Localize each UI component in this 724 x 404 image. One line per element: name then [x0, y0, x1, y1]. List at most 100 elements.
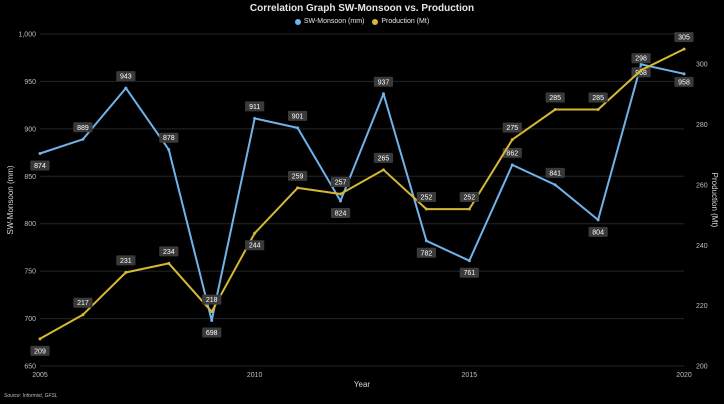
series-1-label-bg-6: [288, 170, 308, 181]
series-1-point-12: [553, 107, 557, 111]
series-0-point-12: [553, 183, 557, 187]
series-0-label-11: 862: [506, 150, 518, 157]
series-1-point-14: [639, 68, 643, 72]
series-0-label-13: 804: [592, 229, 604, 236]
series-0-point-4: [210, 318, 214, 322]
x-axis-title: Year: [354, 380, 371, 389]
series-1-point-8: [381, 168, 385, 172]
series-0-point-6: [296, 126, 300, 130]
series-1-label-11: 275: [506, 125, 518, 132]
series-1-point-1: [81, 313, 85, 317]
series-1-point-6: [296, 186, 300, 190]
series-1-label-bg-13: [588, 92, 608, 103]
y-left-tick-1: 700: [24, 316, 36, 323]
y-left-tick-7: 1,000: [18, 32, 36, 39]
series-0-label-bg-9: [416, 247, 436, 258]
series-1-label-3: 234: [163, 249, 175, 256]
series-1-label-bg-7: [330, 176, 351, 187]
series-0-point-11: [510, 163, 514, 167]
series-1-label-13: 285: [592, 95, 604, 102]
series-0-label-10: 761: [463, 270, 475, 277]
series-1-point-15: [682, 47, 686, 51]
y-left-tick-2: 750: [24, 269, 36, 276]
series-0-point-13: [596, 218, 600, 222]
chart-title: Correlation Graph SW-Monsoon vs. Product…: [249, 3, 475, 14]
series-1-label-bg-10: [459, 192, 479, 203]
series-0-label-15: 958: [678, 79, 690, 86]
x-tick-0: 2005: [32, 372, 48, 379]
series-1-label-2: 231: [120, 258, 132, 265]
y-left-tick-6: 950: [24, 79, 36, 86]
series-0-label-bg-11: [502, 147, 522, 158]
series-1-label-6: 259: [292, 173, 304, 180]
x-tick-3: 2020: [676, 372, 692, 379]
x-tick-2: 2015: [462, 372, 478, 379]
series-1-label-9: 252: [421, 195, 433, 202]
y-left-tick-3: 800: [24, 221, 36, 228]
y-right-tick-0: 200: [696, 364, 708, 371]
series-1-label-bg-14: [631, 53, 651, 64]
series-1-point-7: [339, 192, 343, 196]
series-0-label-4: 698: [206, 330, 218, 337]
series-1-point-13: [596, 107, 600, 111]
y-right-tick-4: 280: [696, 122, 708, 129]
series-1-point-9: [424, 207, 428, 211]
y-left-tick-5: 900: [24, 126, 36, 133]
series-1-label-bg-1: [73, 297, 93, 308]
series-0-label-12: 841: [549, 170, 561, 177]
y-right-tick-1: 220: [696, 303, 708, 310]
legend-label-monsoon: SW-Monsoon (mm): [303, 18, 365, 25]
series-0-point-3: [167, 148, 171, 152]
y-right-axis-title: Production (Mt): [710, 173, 719, 228]
y-left-axis-title: SW-Monsoon (mm): [6, 165, 15, 235]
series-0-point-10: [467, 259, 471, 263]
series-0-point-1: [81, 137, 85, 141]
series-0-label-bg-1: [73, 122, 93, 133]
series-1-label-bg-15: [674, 32, 694, 43]
series-0-label-bg-10: [459, 267, 479, 278]
series-1-point-0: [38, 337, 42, 341]
series-1-label-bg-3: [159, 246, 179, 257]
series-1-point-11: [510, 138, 514, 142]
series-0-label-bg-12: [545, 167, 565, 178]
series-0-label-5: 911: [249, 104, 260, 111]
series-1-label-bg-5: [245, 240, 265, 251]
series-0-label-3: 878: [163, 135, 175, 142]
series-line-0: [39, 63, 685, 322]
series-0-point-9: [424, 239, 428, 243]
series-0-label-bg-13: [588, 226, 608, 237]
series-0-label-14: 968: [635, 70, 647, 77]
series-1-label-bg-2: [116, 255, 136, 266]
series-1-point-2: [124, 270, 128, 274]
legend-item-production[interactable]: Production (Mt): [372, 18, 429, 25]
series-0-point-0: [38, 152, 42, 156]
series-1-label-14: 298: [635, 56, 647, 63]
legend-swatch-monsoon: [294, 18, 301, 25]
series-1-label-bg-9: [416, 192, 436, 203]
series-1-label-5: 244: [249, 243, 261, 250]
series-1-label-bg-0: [30, 345, 50, 356]
series-1-label-7: 257: [335, 179, 347, 186]
series-1-label-12: 285: [549, 95, 561, 102]
series-0-point-8: [381, 92, 385, 96]
legend: SW-Monsoon (mm) Production (Mt): [0, 18, 724, 27]
series-1-point-5: [253, 231, 257, 235]
series-0-point-14: [639, 62, 643, 66]
legend-item-monsoon[interactable]: SW-Monsoon (mm): [294, 18, 365, 25]
series-1-label-bg-12: [545, 92, 565, 103]
y-right-tick-5: 300: [696, 62, 708, 69]
series-0-label-bg-8: [373, 76, 394, 87]
y-right-tick-3: 260: [696, 182, 708, 189]
source-note: Source: Informist, GFSL: [4, 393, 58, 399]
y-left-tick-0: 650: [24, 364, 36, 371]
series-0-point-7: [339, 199, 343, 203]
series-0-label-bg-4: [202, 327, 222, 338]
series-1-label-8: 265: [378, 155, 390, 162]
legend-label-production: Production (Mt): [381, 18, 430, 25]
series-0-label-bg-5: [245, 101, 265, 112]
legend-swatch-production: [372, 18, 379, 25]
series-0-label-1: 889: [77, 125, 89, 132]
series-0-label-bg-6: [288, 110, 308, 121]
series-line-1: [39, 48, 685, 340]
